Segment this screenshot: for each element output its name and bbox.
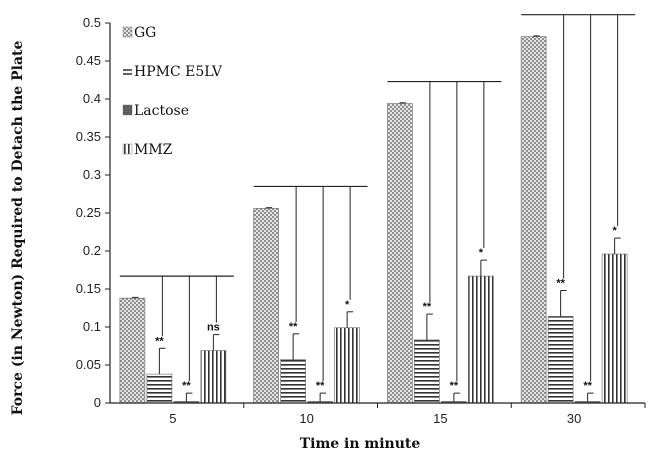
bar: [119, 297, 146, 404]
y-axis: 0 0.05 0.1 0.15 0.2 0.25 0.3 0.35 0.4 0.45 0.5: [76, 15, 110, 410]
legend-swatch: [122, 26, 133, 38]
bar: [520, 36, 547, 404]
significance-label: *: [345, 299, 350, 311]
significance-label: *: [479, 247, 484, 259]
bar: [200, 350, 227, 404]
legend-swatch: [122, 143, 133, 155]
significance-label: **: [316, 380, 325, 392]
y-tick-label: 0.5: [83, 15, 101, 30]
significance-label: **: [450, 380, 459, 392]
legend-label: MMZ: [134, 142, 173, 158]
bar: [334, 327, 360, 404]
significance-label: **: [423, 301, 432, 313]
bars-group: ****ns ***** **********: [119, 35, 628, 404]
y-tick-label: 0.35: [76, 129, 101, 144]
bar: [468, 275, 494, 404]
y-tick-label: 0.4: [83, 91, 101, 106]
bar: [146, 373, 173, 404]
y-tick-label: 0.45: [76, 53, 101, 68]
legend-label: Lactose: [134, 103, 189, 119]
y-tick-label: 0.3: [83, 167, 101, 182]
x-tick-label: 10: [299, 411, 313, 426]
y-tick-label: 0.15: [76, 281, 101, 296]
bar: [253, 208, 279, 404]
x-tick-label: 15: [433, 411, 447, 426]
legend-label: HPMC E5LV: [134, 64, 223, 80]
y-tick-label: 0: [94, 395, 101, 410]
y-axis-title: Force (in Newton) Required to Detach the…: [10, 41, 26, 416]
x-tick-label: 30: [567, 411, 581, 426]
x-axis: 5 10 15 30: [169, 403, 646, 426]
legend: GG HPMC E5LV Lactose MMZ: [122, 25, 223, 158]
y-tick-label: 0.2: [83, 243, 101, 258]
significance-label: ns: [207, 322, 220, 334]
x-tick-label: 5: [169, 411, 176, 426]
significance-label: **: [289, 321, 298, 333]
significance-label: **: [155, 335, 164, 347]
bar: [387, 103, 413, 404]
x-axis-title: Time in minute: [300, 436, 421, 452]
bar: [280, 359, 306, 404]
significance-brackets: [119, 14, 636, 382]
bar: [601, 253, 628, 404]
y-tick-label: 0.1: [83, 319, 101, 334]
significance-label: *: [612, 225, 617, 237]
significance-label: **: [556, 278, 565, 290]
y-tick-label: 0.05: [76, 357, 101, 372]
legend-label: GG: [134, 25, 156, 41]
bar: [547, 316, 574, 404]
significance-label: **: [583, 380, 592, 392]
legend-swatch: [122, 104, 133, 116]
y-tick-label: 0.25: [76, 205, 101, 220]
bar: [414, 339, 440, 404]
significance-label: **: [182, 380, 191, 392]
